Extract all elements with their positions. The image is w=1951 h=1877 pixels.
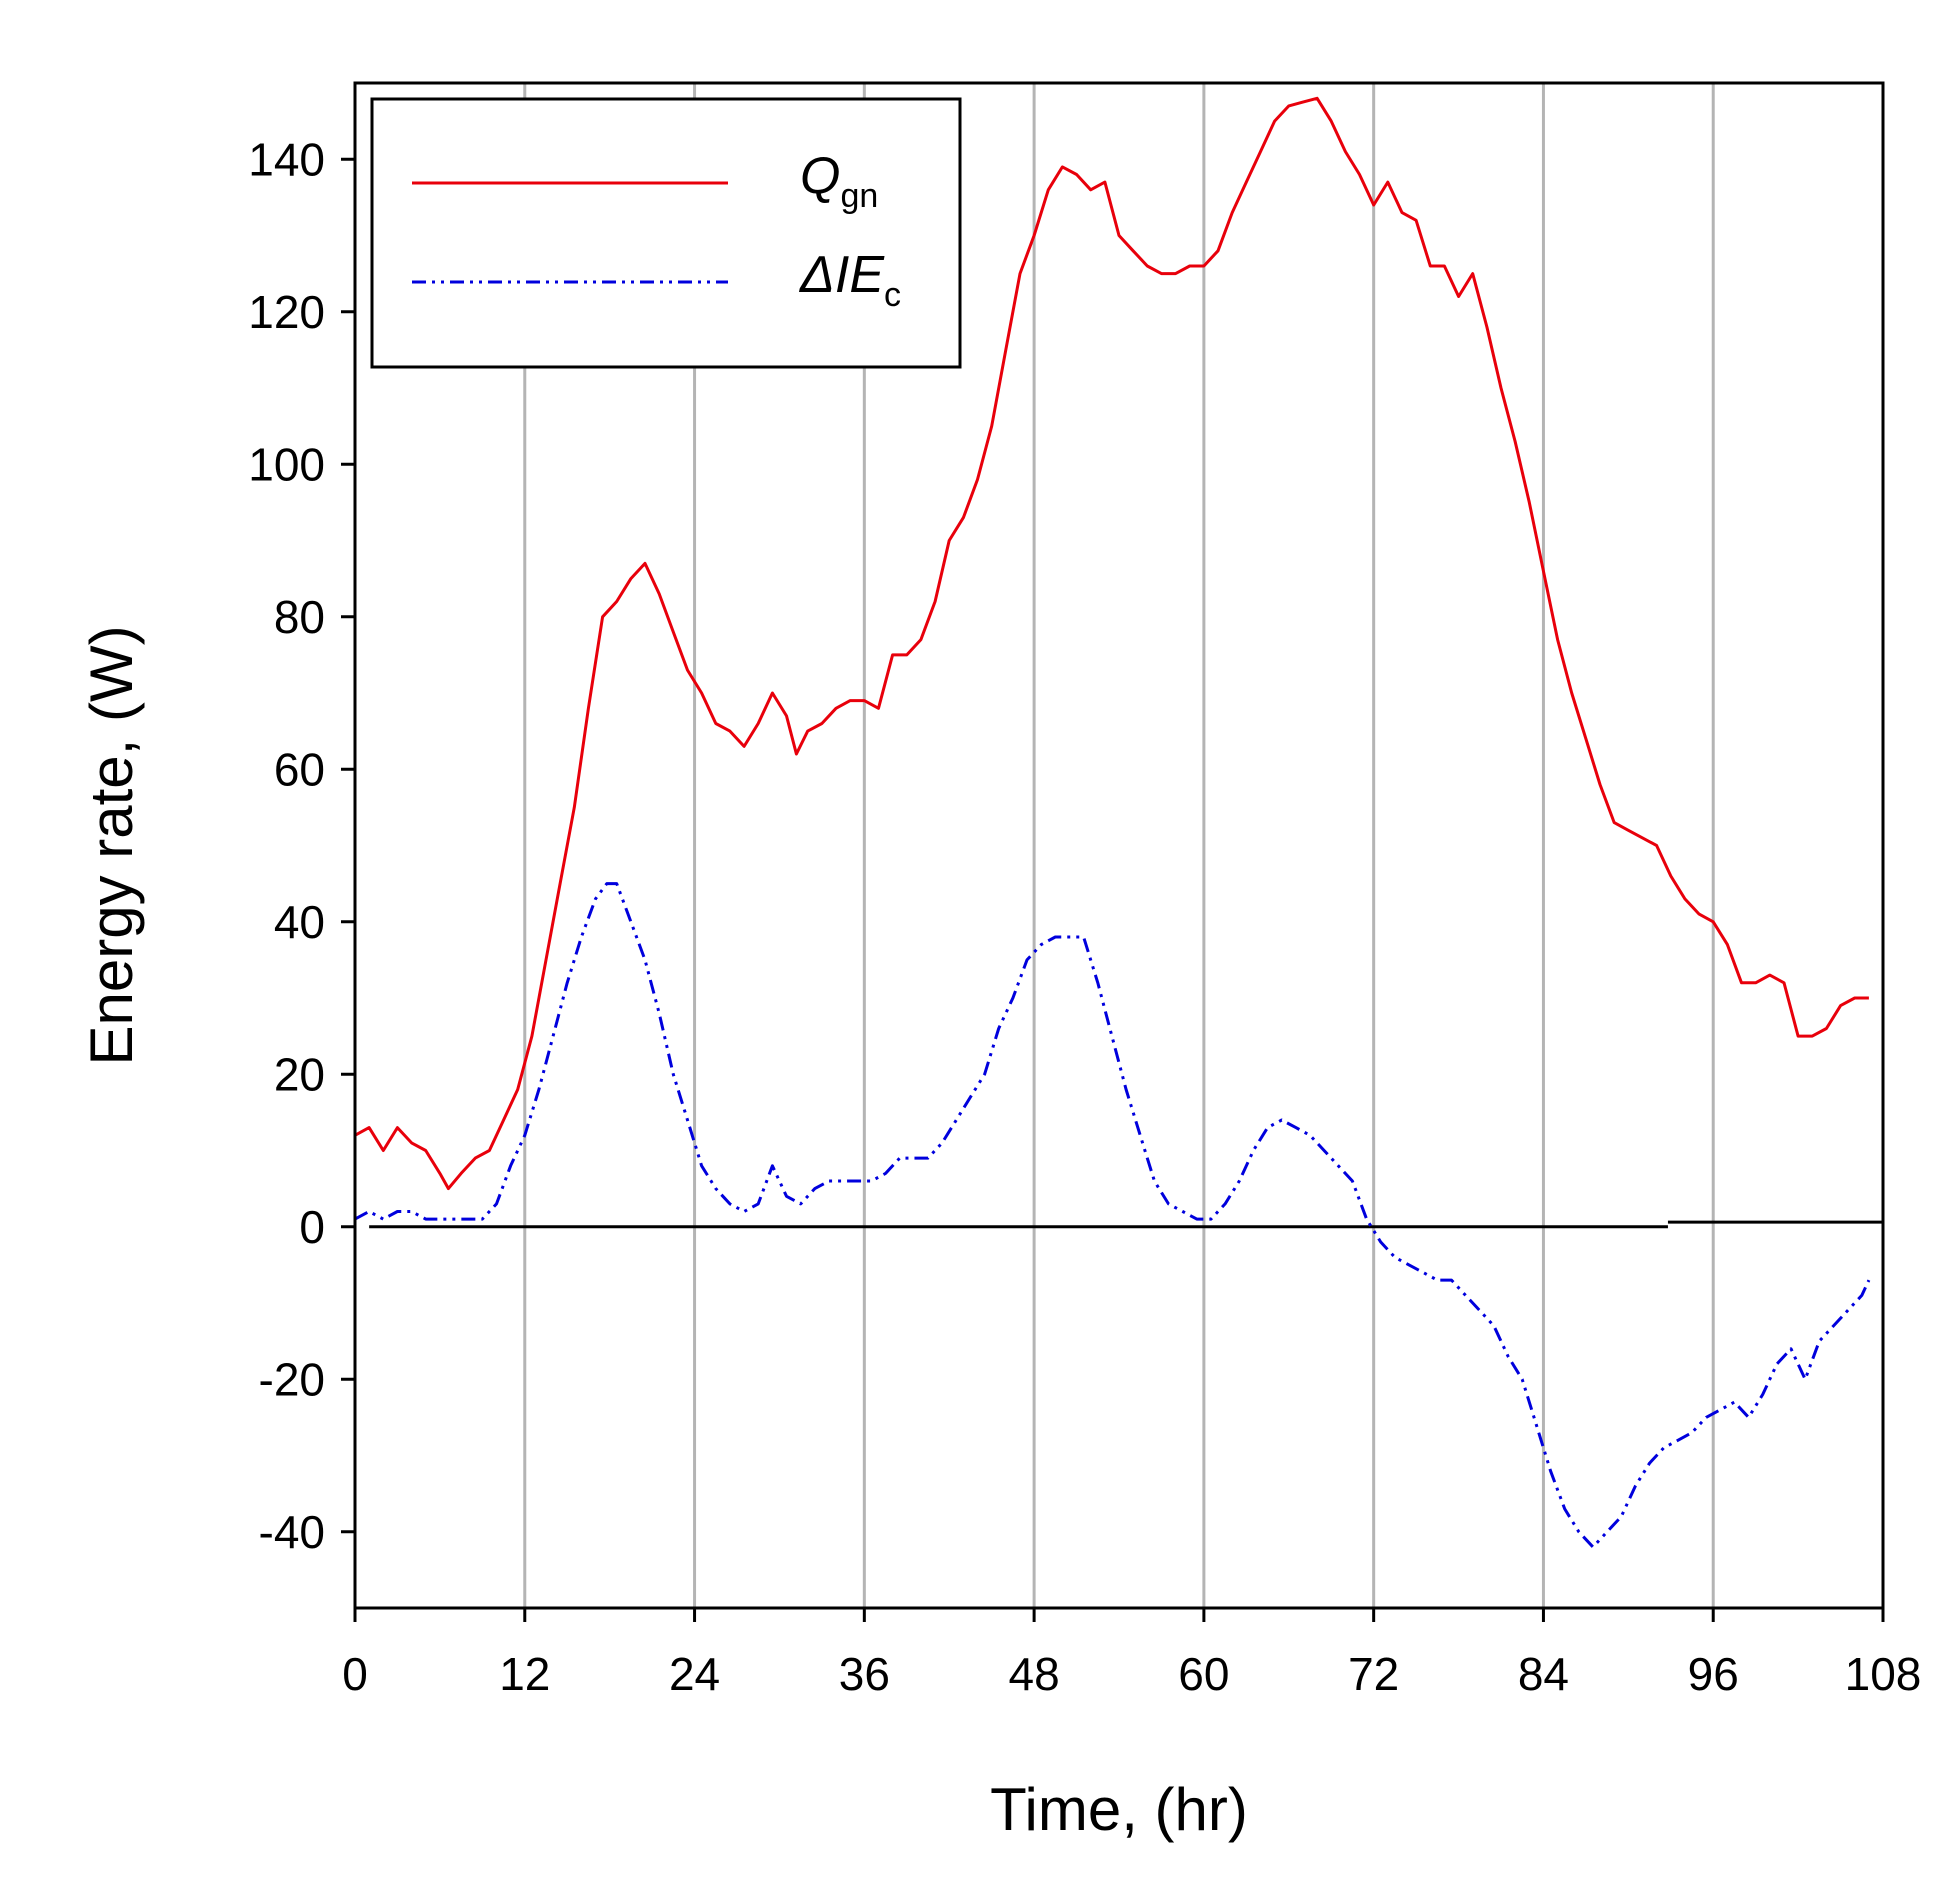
plot-frame [353, 81, 1885, 1610]
data-series [354, 96, 1871, 1549]
x-tick-label-0: 0 [342, 1648, 368, 1700]
legend-label-qgn-main: Q [800, 147, 840, 205]
x-axis-title: Time, (hr) [990, 1776, 1248, 1843]
series-line-qgn [354, 96, 1869, 1191]
y-tick-label-20: 20 [274, 1048, 325, 1100]
x-tick-label-60: 60 [1178, 1648, 1229, 1700]
series-line-delta-ie [354, 882, 1871, 1549]
x-tick-label-36: 36 [839, 1648, 890, 1700]
legend-label-delta-ie-sub: c [884, 276, 901, 314]
legend-label-qgn: Qgn [800, 147, 878, 215]
y-tick-label-120: 120 [248, 286, 325, 338]
x-tick-label-12: 12 [499, 1648, 550, 1700]
y-tick-label-80: 80 [274, 591, 325, 643]
zero-reference-line [369, 1220, 1883, 1229]
y-tick-label-0: 0 [299, 1201, 325, 1253]
y-tick-label-100: 100 [248, 438, 325, 490]
y-tick-label-40: 40 [274, 896, 325, 948]
y-tick-label-140: 140 [248, 133, 325, 185]
axis-ticks [341, 157, 1885, 1622]
tick-labels: 0 12 24 36 48 60 72 84 96 108 -40 -20 0 20 40 60 80 100 12… [248, 133, 1921, 1700]
y-tick-label-60: 60 [274, 743, 325, 795]
legend-label-delta-ie-main: ΔIE [798, 246, 885, 304]
legend: Qgn ΔIEc [370, 97, 962, 369]
x-tick-label-48: 48 [1009, 1648, 1060, 1700]
legend-label-delta-ie: ΔIEc [798, 246, 901, 314]
x-tick-label-108: 108 [1845, 1648, 1922, 1700]
x-tick-label-72: 72 [1348, 1648, 1399, 1700]
x-tick-label-24: 24 [669, 1648, 720, 1700]
y-axis-title: Energy rate, (W) [78, 625, 145, 1065]
x-tick-label-96: 96 [1688, 1648, 1739, 1700]
legend-label-qgn-sub: gn [840, 177, 878, 215]
x-tick-label-84: 84 [1518, 1648, 1569, 1700]
y-tick-label--20: -20 [259, 1353, 325, 1405]
legend-box [370, 97, 962, 369]
y-tick-label--40: -40 [259, 1506, 325, 1558]
